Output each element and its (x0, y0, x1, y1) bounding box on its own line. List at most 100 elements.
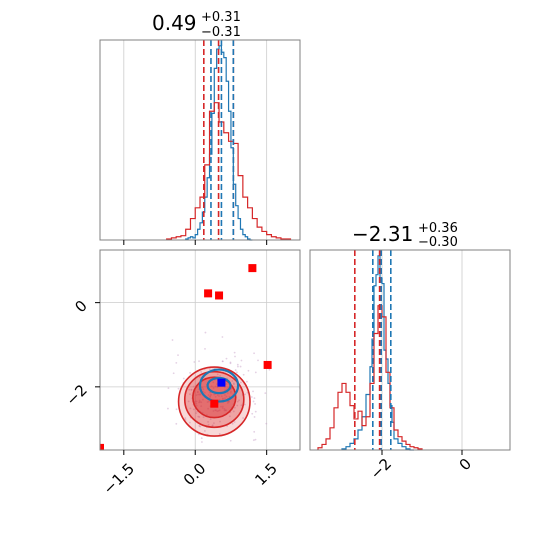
scatter-point (223, 386, 226, 389)
scatter-point (225, 383, 228, 385)
scatter-point (206, 401, 209, 403)
scatter-point (225, 395, 228, 398)
red-square-marker (263, 360, 272, 369)
scatter-point (219, 375, 222, 377)
scatter-point (236, 400, 239, 403)
scatter-point (252, 439, 255, 442)
scatter-point (209, 418, 212, 421)
scatter-point (223, 407, 226, 410)
x-ticks (123, 240, 268, 245)
scatter-point (175, 422, 178, 425)
scatter-point (240, 359, 243, 362)
scatter-point (264, 392, 267, 394)
scatter-point (221, 336, 224, 338)
scatter-point (224, 394, 226, 396)
scatter-point (196, 391, 199, 394)
scatter-point (200, 370, 203, 373)
scatter-point (221, 407, 224, 409)
scatter-point (192, 408, 195, 411)
scatter-point (188, 388, 191, 391)
scatter-point (198, 399, 201, 402)
scatter-point (208, 400, 210, 403)
x-tick-label: 0.0 (180, 460, 210, 490)
scatter-point (203, 391, 206, 394)
quantile-lines (353, 250, 392, 450)
scatter-point (250, 396, 253, 398)
scatter-point (234, 355, 236, 358)
scatter-point (236, 404, 239, 407)
y-tick-label: 0 (71, 297, 90, 316)
scatter-point (226, 392, 229, 394)
red-square-marker (100, 443, 104, 450)
scatter-point (195, 394, 198, 397)
scatter-point (192, 385, 195, 388)
scatter-point (254, 371, 257, 374)
scatter-point (210, 385, 213, 388)
scatter-point (216, 410, 219, 413)
x-tick-label: 0 (456, 455, 475, 474)
scatter-point (257, 359, 259, 362)
scatter-point (254, 438, 257, 441)
histogram-step-series (166, 102, 292, 240)
scatter-point (202, 388, 205, 391)
markers (100, 264, 272, 450)
scatter-contour-panel: −1.5 0.0 1.5 0 −2 (62, 249, 301, 498)
scatter-point (158, 461, 160, 463)
histogram-step-series (341, 255, 414, 451)
scatter-point (195, 412, 197, 415)
title-2-plus: +0.36 (418, 221, 458, 236)
scatter-point (198, 376, 201, 379)
scatter-point (212, 387, 215, 389)
scatter-point (268, 368, 271, 371)
scatter-point (230, 387, 233, 390)
scatter-point (218, 398, 221, 401)
scatter-point (238, 399, 240, 402)
scatter-point (236, 363, 239, 366)
scatter-point (199, 393, 202, 395)
scatter-point (254, 403, 256, 405)
scatter-point (175, 361, 178, 364)
quantile-lines (203, 40, 235, 240)
scatter-point (237, 365, 239, 368)
scatter-point (210, 393, 213, 396)
scatter-point (239, 365, 242, 368)
scatter-point (187, 400, 190, 403)
scatter-point (253, 430, 256, 433)
scatter-point (215, 409, 217, 412)
scatter-point (212, 381, 215, 384)
x-tick-label: −1.5 (100, 460, 138, 498)
scatter-point (229, 361, 232, 364)
scatter-point (252, 400, 255, 403)
blue-square-marker (217, 378, 226, 387)
title-1-minus: −0.31 (201, 25, 241, 40)
title-1-value: 0.49 (152, 11, 197, 35)
scatter-point (242, 373, 245, 376)
scatter-point (207, 421, 209, 423)
scatter-point (240, 381, 242, 384)
axes-frame (99, 249, 301, 451)
blue-contour (198, 368, 240, 403)
scatter-point (243, 403, 246, 406)
scatter-point (218, 409, 221, 412)
scatter-point (233, 421, 236, 423)
scatter-point (212, 410, 215, 412)
scatter-point (203, 430, 206, 432)
scatter-point (254, 410, 257, 413)
scatter-point (218, 433, 221, 435)
scatter-point (214, 385, 217, 388)
x-tick-label: 1.5 (251, 460, 281, 490)
scatter-point (175, 408, 178, 411)
scatter-point (221, 360, 224, 363)
scatter-point (207, 394, 210, 396)
scatter-point (232, 410, 235, 413)
scatter-point (230, 391, 232, 394)
scatter-point (188, 421, 191, 424)
title-2-value: −2.31 (352, 222, 413, 246)
x-tick-label: −2 (367, 455, 395, 483)
title-param-1: 0.49 +0.31 −0.31 (152, 10, 241, 40)
scatter-point (227, 400, 230, 403)
scatter-point (240, 404, 243, 407)
grid (123, 40, 268, 240)
scatter-point (190, 388, 193, 391)
